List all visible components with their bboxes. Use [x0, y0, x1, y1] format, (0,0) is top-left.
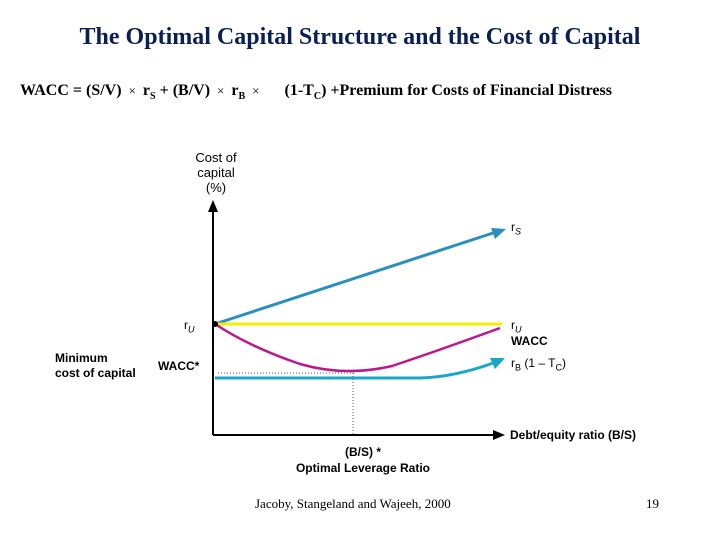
rs-label-text: r — [511, 220, 515, 234]
optimal-leverage-line-1: (B/S) * — [345, 445, 381, 459]
rb-label-sub: B — [515, 362, 522, 373]
ru-series-label: rU — [511, 318, 522, 334]
rb-label-tc-sub: C — [555, 362, 562, 373]
formula-part-5: (1-T — [284, 82, 314, 99]
rb-arrow-icon — [490, 358, 505, 369]
footer-citation: Jacoby, Stangeland and Wajeeh, 2000 — [255, 496, 451, 511]
wacc-formula: WACC = (S/V) × rS + (B/V) × rB × (1-TC) … — [20, 82, 720, 102]
formula-part-6: ) +Premium for Costs of Financial Distre… — [321, 82, 612, 99]
ru-left-label-sub: U — [188, 324, 195, 335]
optimal-leverage-label: (B/S) * Optimal Leverage Ratio — [270, 444, 456, 476]
slide-title: The Optimal Capital Structure and the Co… — [79, 24, 641, 50]
formula-rb: r — [231, 82, 239, 99]
formula-rs: r — [142, 82, 151, 99]
minimum-cost-line-2: cost of capital — [55, 366, 136, 380]
formula-part-3: + (B/V) — [159, 82, 211, 99]
y-axis-label-line-3: (%) — [205, 180, 227, 195]
minimum-cost-label: Minimum cost of capital — [55, 351, 136, 381]
ru-left-label: rU — [184, 318, 195, 334]
formula-rs-sub: S — [150, 91, 156, 103]
x-axis-label: Debt/equity ratio (B/S) — [510, 428, 637, 442]
rb-label-rest: (1 – T — [521, 356, 556, 370]
wacc-series-label: WACC — [511, 334, 548, 348]
minimum-cost-line-1: Minimum — [55, 351, 108, 365]
formula-tc-sub: C — [313, 91, 322, 103]
ru-right-label-sub: U — [515, 324, 522, 335]
ru-left-label-text: r — [184, 318, 188, 332]
rs-series-label: rS — [511, 220, 521, 236]
optimal-leverage-line-2: Optimal Leverage Ratio — [295, 461, 431, 475]
y-axis-arrow-icon — [208, 200, 218, 212]
rs-label-sub: S — [515, 226, 522, 237]
x-axis-arrow-icon — [493, 430, 505, 440]
formula-part-1: WACC = (S/V) — [20, 82, 122, 99]
page-number: 19 — [646, 496, 659, 511]
rs-line — [214, 231, 494, 326]
ru-start-dot — [212, 321, 218, 327]
formula-rb-sub: B — [238, 91, 246, 103]
rb-after-tax-series-label: rB (1 – TC) — [511, 356, 566, 372]
formula-separator-2: × — [217, 83, 225, 98]
rb-label-close: ) — [561, 356, 566, 370]
formula-separator-1: × — [128, 83, 136, 98]
wacc-star-label: WACC* — [158, 359, 200, 373]
wacc-curve — [214, 322, 501, 373]
y-axis-label-line-2: capital — [197, 165, 235, 180]
rb-after-tax-line — [215, 361, 494, 380]
formula-separator-3: × — [252, 83, 260, 98]
y-axis-label: Cost of capital (%) — [185, 150, 247, 195]
rs-arrow-icon — [491, 228, 506, 239]
y-axis-label-line-1: Cost of — [195, 150, 237, 165]
ru-right-label-text: r — [511, 318, 515, 332]
rb-label-r: r — [511, 356, 515, 370]
